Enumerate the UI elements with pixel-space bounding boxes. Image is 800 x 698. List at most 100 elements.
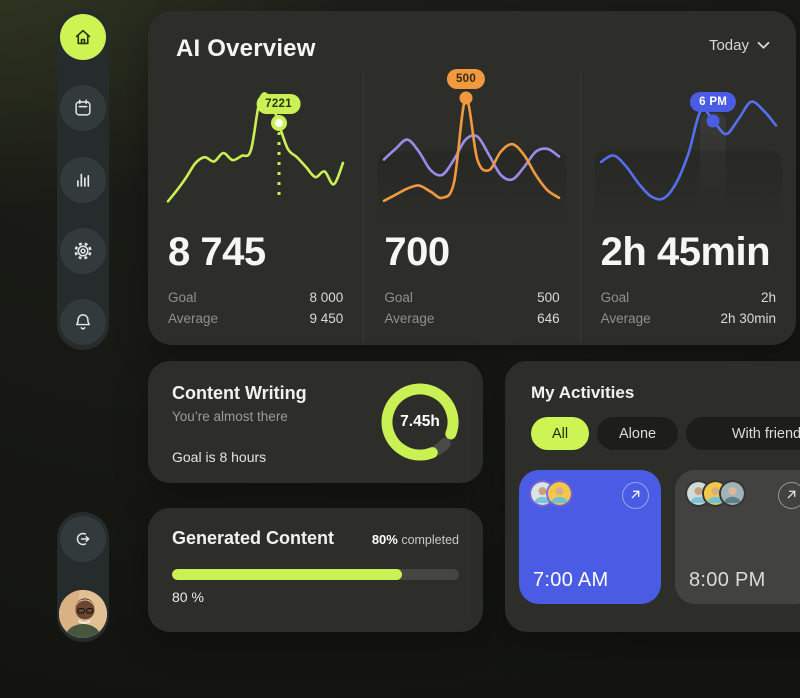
words-sparkline-chart: 7221 — [166, 83, 345, 213]
attendee-avatar — [704, 482, 727, 505]
goal-row: Goal 8 000 — [168, 287, 343, 308]
stat-column-prompts: 500 700 Goal 500 Average 646 — [363, 69, 579, 345]
chart-marker-dot — [459, 91, 473, 105]
sidebar-footer — [57, 512, 109, 642]
activity-cards: 7:00 AM 8:00 PM — [519, 470, 800, 604]
goal-value: 8 000 — [309, 290, 344, 305]
chart-tooltip: 500 — [446, 69, 486, 90]
completed-percent: 80% — [371, 532, 398, 547]
logout-button[interactable] — [60, 516, 106, 562]
bell-icon — [72, 311, 94, 333]
goal-label: Goal — [384, 290, 413, 305]
ai-overview-card: AI Overview Today 7221 8 745 Goal 8 000 — [148, 11, 796, 345]
bar-chart-icon — [72, 169, 94, 191]
average-value: 2h 30min — [720, 311, 776, 326]
attendee-avatars — [687, 482, 800, 505]
logout-icon — [72, 528, 94, 550]
activity-card-7am[interactable]: 7:00 AM — [519, 470, 661, 604]
generated-content-header: Generated Content 80% completed — [148, 508, 483, 549]
activity-time: 8:00 PM — [689, 569, 766, 591]
chart-tooltip: 6 PM — [690, 92, 737, 113]
chart-shade — [378, 150, 566, 252]
attendee-avatar — [531, 482, 554, 505]
generated-content-card: Generated Content 80% completed 80 % — [148, 508, 483, 632]
goal-row: Goal 500 — [384, 287, 559, 308]
my-activities-card: My Activities All Alone With friends 7:0… — [505, 361, 800, 632]
sidebar-item-home[interactable] — [60, 14, 106, 60]
tab-with-friends[interactable]: With friends — [686, 417, 800, 450]
chevron-down-icon — [757, 37, 770, 54]
card-title: My Activities — [531, 383, 635, 402]
stats-columns: 7221 8 745 Goal 8 000 Average 9 450 — [148, 69, 796, 345]
progress-bar-fill — [172, 569, 402, 580]
sidebar-item-settings[interactable] — [60, 227, 106, 274]
goal-value: 500 — [537, 290, 560, 305]
sparkline-svg — [383, 96, 561, 203]
arrow-up-right-icon — [630, 488, 641, 503]
average-label: Average — [384, 311, 435, 326]
stat-meta: Goal 2h Average 2h 30min — [601, 287, 776, 329]
tab-alone[interactable]: Alone — [597, 417, 679, 450]
open-activity-button[interactable] — [778, 482, 800, 509]
average-row: Average 646 — [384, 308, 559, 329]
user-photo — [59, 590, 107, 638]
page-title: AI Overview — [176, 35, 316, 62]
progress-percent-label: 80 % — [172, 589, 204, 605]
stat-meta: Goal 500 Average 646 — [384, 287, 559, 329]
goal-value: 2h — [760, 290, 776, 305]
goal-label: Goal — [600, 290, 630, 305]
card-title: Generated Content — [172, 528, 335, 548]
average-value: 646 — [537, 311, 560, 326]
chart-marker-dot — [270, 115, 287, 132]
average-row: Average 9 450 — [168, 308, 343, 329]
chart-tooltip: 7221 — [256, 94, 301, 115]
activity-time: 7:00 AM — [533, 569, 609, 591]
date-range-label: Today — [708, 37, 749, 54]
progress-ring: 7.45h — [378, 380, 462, 464]
card-subtitle: You’re almost there — [172, 409, 288, 424]
attendee-avatar — [721, 482, 744, 505]
attendee-avatar — [548, 482, 571, 505]
stat-meta: Goal 8 000 Average 9 450 — [168, 287, 343, 329]
sidebar-item-statistics[interactable] — [60, 156, 106, 203]
activities-tabs: All Alone With friends — [531, 417, 800, 450]
stat-value: 700 — [384, 230, 450, 274]
goal-text: Goal is 8 hours — [172, 449, 267, 465]
sidebar-item-notifications[interactable] — [60, 299, 106, 345]
average-row: Average 2h 30min — [601, 308, 776, 329]
progress-ring-svg — [381, 383, 459, 461]
average-value: 9 450 — [309, 311, 344, 326]
stat-column-words: 7221 8 745 Goal 8 000 Average 9 450 — [148, 73, 363, 345]
home-icon — [72, 26, 94, 48]
content-writing-card: Content Writing You’re almost there Goal… — [148, 361, 483, 483]
card-title: Content Writing — [172, 383, 307, 403]
settings-icon — [72, 240, 94, 262]
stat-value: 2h 45min — [600, 230, 771, 274]
sidebar-item-calendar[interactable] — [60, 85, 106, 132]
calendar-icon — [72, 97, 94, 119]
date-range-selector[interactable]: Today — [709, 35, 770, 56]
goal-label: Goal — [168, 290, 197, 305]
chart-marker-dot — [706, 114, 720, 128]
progress-ring-value: 7.45h — [400, 413, 440, 430]
time-sparkline-chart: 6 PM — [594, 83, 782, 252]
activity-card-8pm[interactable]: 8:00 PM — [675, 470, 800, 604]
prompts-sparkline-chart: 500 — [378, 69, 566, 252]
stat-value: 8 745 — [168, 230, 266, 274]
attendee-avatars — [531, 482, 649, 505]
completed-word: completed — [397, 533, 459, 547]
sparkline-svg — [599, 100, 777, 201]
tab-all[interactable]: All — [531, 417, 589, 450]
stat-column-time: 6 PM 2h 45min Goal 2h Average 2h 30min — [579, 73, 796, 345]
completed-text: 80% completed — [372, 532, 459, 547]
goal-row: Goal 2h — [601, 287, 776, 308]
user-avatar[interactable] — [59, 590, 107, 638]
arrow-up-right-icon — [786, 488, 797, 503]
average-label: Average — [600, 311, 651, 326]
attendee-avatar — [687, 482, 710, 505]
overview-header: AI Overview Today — [148, 11, 796, 63]
sidebar-nav — [57, 9, 109, 350]
open-activity-button[interactable] — [622, 482, 649, 509]
progress-bar-track — [172, 569, 459, 580]
